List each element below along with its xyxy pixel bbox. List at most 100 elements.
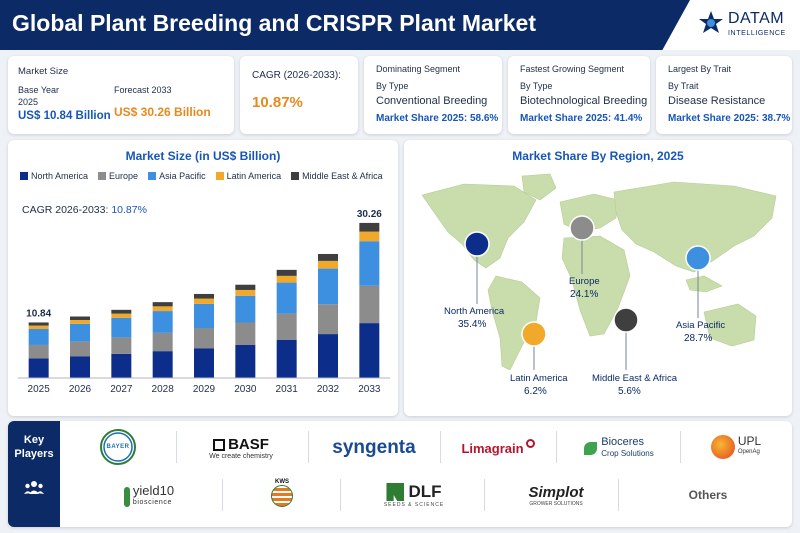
bar-total-label: 10.84 <box>26 308 51 319</box>
x-tick-label: 2033 <box>358 384 381 395</box>
dominating-name: Conventional Breeding <box>376 95 488 107</box>
legend-item: Asia Pacific <box>148 171 206 181</box>
divider <box>176 431 177 463</box>
bar-segment <box>111 353 132 378</box>
legend-swatch <box>148 172 157 180</box>
map-region-marker <box>613 307 639 333</box>
chart-legend: North America Europe Asia Pacific Latin Ame… <box>20 171 383 181</box>
bar-segment <box>235 295 256 323</box>
divider <box>308 431 309 463</box>
market-size-chart-card: Market Size (in US$ Billion) North Ameri… <box>8 140 398 416</box>
yield10-tagline: bioscience <box>132 499 172 506</box>
bar-segment <box>318 268 338 305</box>
player-simplot: Simplot GROWER SOLUTIONS <box>514 477 598 513</box>
bar-segment <box>70 356 90 378</box>
cagr-annotation-label: CAGR 2026-2033: <box>22 204 109 216</box>
bar-segment <box>194 348 214 378</box>
bar-segment <box>70 316 90 320</box>
dominating-label: Dominating Segment <box>376 64 461 74</box>
logo-text: DATAM <box>728 10 785 27</box>
map-region-marker <box>569 215 595 241</box>
bar-segment <box>28 344 49 359</box>
stacked-bar-chart: 10.84 2025 2026 2027 2028 2029 2030 2031 2032 30.… <box>18 209 390 395</box>
bar-segment <box>111 313 132 318</box>
largest-name: Disease Resistance <box>668 95 766 107</box>
divider <box>340 479 341 511</box>
value-europe: 24.1% <box>570 289 599 300</box>
fastest-share: Market Share 2025: 41.4% <box>520 113 643 124</box>
base-year-value: 2025 <box>18 97 39 107</box>
bar-segment <box>359 241 380 286</box>
world-map <box>421 173 777 371</box>
legend-label: Asia Pacific <box>159 171 206 181</box>
value-latin-america: 6.2% <box>524 386 547 397</box>
bar-segment <box>318 334 338 378</box>
logo-subtext: INTELLIGENCE <box>728 30 786 37</box>
bar-segment <box>276 313 297 340</box>
market-size-label: Market Size <box>18 66 69 77</box>
legend-swatch <box>20 172 28 180</box>
label-middle-east-africa: Middle East & Africa <box>592 373 678 384</box>
player-others: Others <box>668 481 748 509</box>
fastest-segment-card: Fastest Growing Segment By Type Biotechn… <box>508 56 650 134</box>
value-north-america: 35.4% <box>458 319 487 330</box>
legend-item: Europe <box>98 171 138 181</box>
x-tick-label: 2028 <box>152 384 175 395</box>
yield10-name: yield10 <box>132 483 175 498</box>
player-yield10: yield10 bioscience <box>108 479 190 515</box>
legend-item: Latin America <box>215 171 282 181</box>
value-middle-east-africa: 5.6% <box>618 386 641 397</box>
divider <box>484 479 485 511</box>
limagrain-swirl-icon <box>525 438 535 448</box>
bar-segment <box>28 325 49 330</box>
cagr-card: CAGR (2026-2033): 10.87% <box>240 56 358 134</box>
bar-segment <box>28 358 49 378</box>
bar-segment <box>359 323 380 378</box>
largest-label: Largest By Trait <box>668 64 732 74</box>
star-logo-icon <box>699 11 723 33</box>
yield10-leaf-icon <box>123 487 130 507</box>
bar-chart-title: Market Size (in US$ Billion) <box>125 149 281 163</box>
kws-logo-icon <box>271 485 293 507</box>
largest-trait-card: Largest By Trait By Trait Disease Resist… <box>656 56 792 134</box>
region-share-map-card: Market Share By Region, 2025 North Ameri… <box>404 140 792 416</box>
bar-segment <box>276 339 297 378</box>
legend-item: North America <box>20 171 88 181</box>
legend-swatch <box>98 172 107 180</box>
largest-by: By Trait <box>668 81 699 91</box>
bayer-logo-icon <box>100 429 136 465</box>
x-tick-label: 2032 <box>317 384 340 395</box>
bar-segment <box>70 341 90 357</box>
dominating-segment-card: Dominating Segment By Type Conventional … <box>364 56 502 134</box>
divider <box>440 431 441 463</box>
dominating-share: Market Share 2025: 58.6% <box>376 113 499 124</box>
cagr-value: 10.87% <box>252 94 303 111</box>
key-players-label-line2: Players <box>14 448 54 460</box>
map-chart-title: Market Share By Region, 2025 <box>512 149 684 163</box>
divider <box>618 479 619 511</box>
bar-segment <box>276 269 297 276</box>
cagr-annotation: CAGR 2026-2033: 10.87% <box>22 204 147 216</box>
x-tick-label: 2026 <box>69 384 92 395</box>
x-tick-label: 2031 <box>276 384 299 395</box>
upl-name: UPL <box>737 434 762 448</box>
key-players-card: Key Players BAYER BASF We create chemist… <box>8 421 792 527</box>
label-europe: Europe <box>569 276 600 287</box>
bar-segment <box>318 260 338 269</box>
divider <box>222 479 223 511</box>
legend-label: Latin America <box>226 171 282 181</box>
south-america-landmass <box>487 275 541 371</box>
bar-segment <box>194 303 214 328</box>
bioceres-tagline: Crop Solutions <box>601 449 654 458</box>
dlf-logo-icon <box>386 483 405 501</box>
map-region-marker <box>685 245 711 271</box>
people-group-icon <box>24 481 44 494</box>
asia-landmass <box>613 181 777 273</box>
bar-segment <box>359 285 380 324</box>
player-kws: KWS <box>264 473 300 513</box>
bar-segment <box>111 337 132 354</box>
bar-segment <box>111 317 132 338</box>
bar-segment <box>152 306 173 312</box>
kws-name: KWS <box>275 479 289 485</box>
simplot-name: Simplot <box>528 483 584 501</box>
